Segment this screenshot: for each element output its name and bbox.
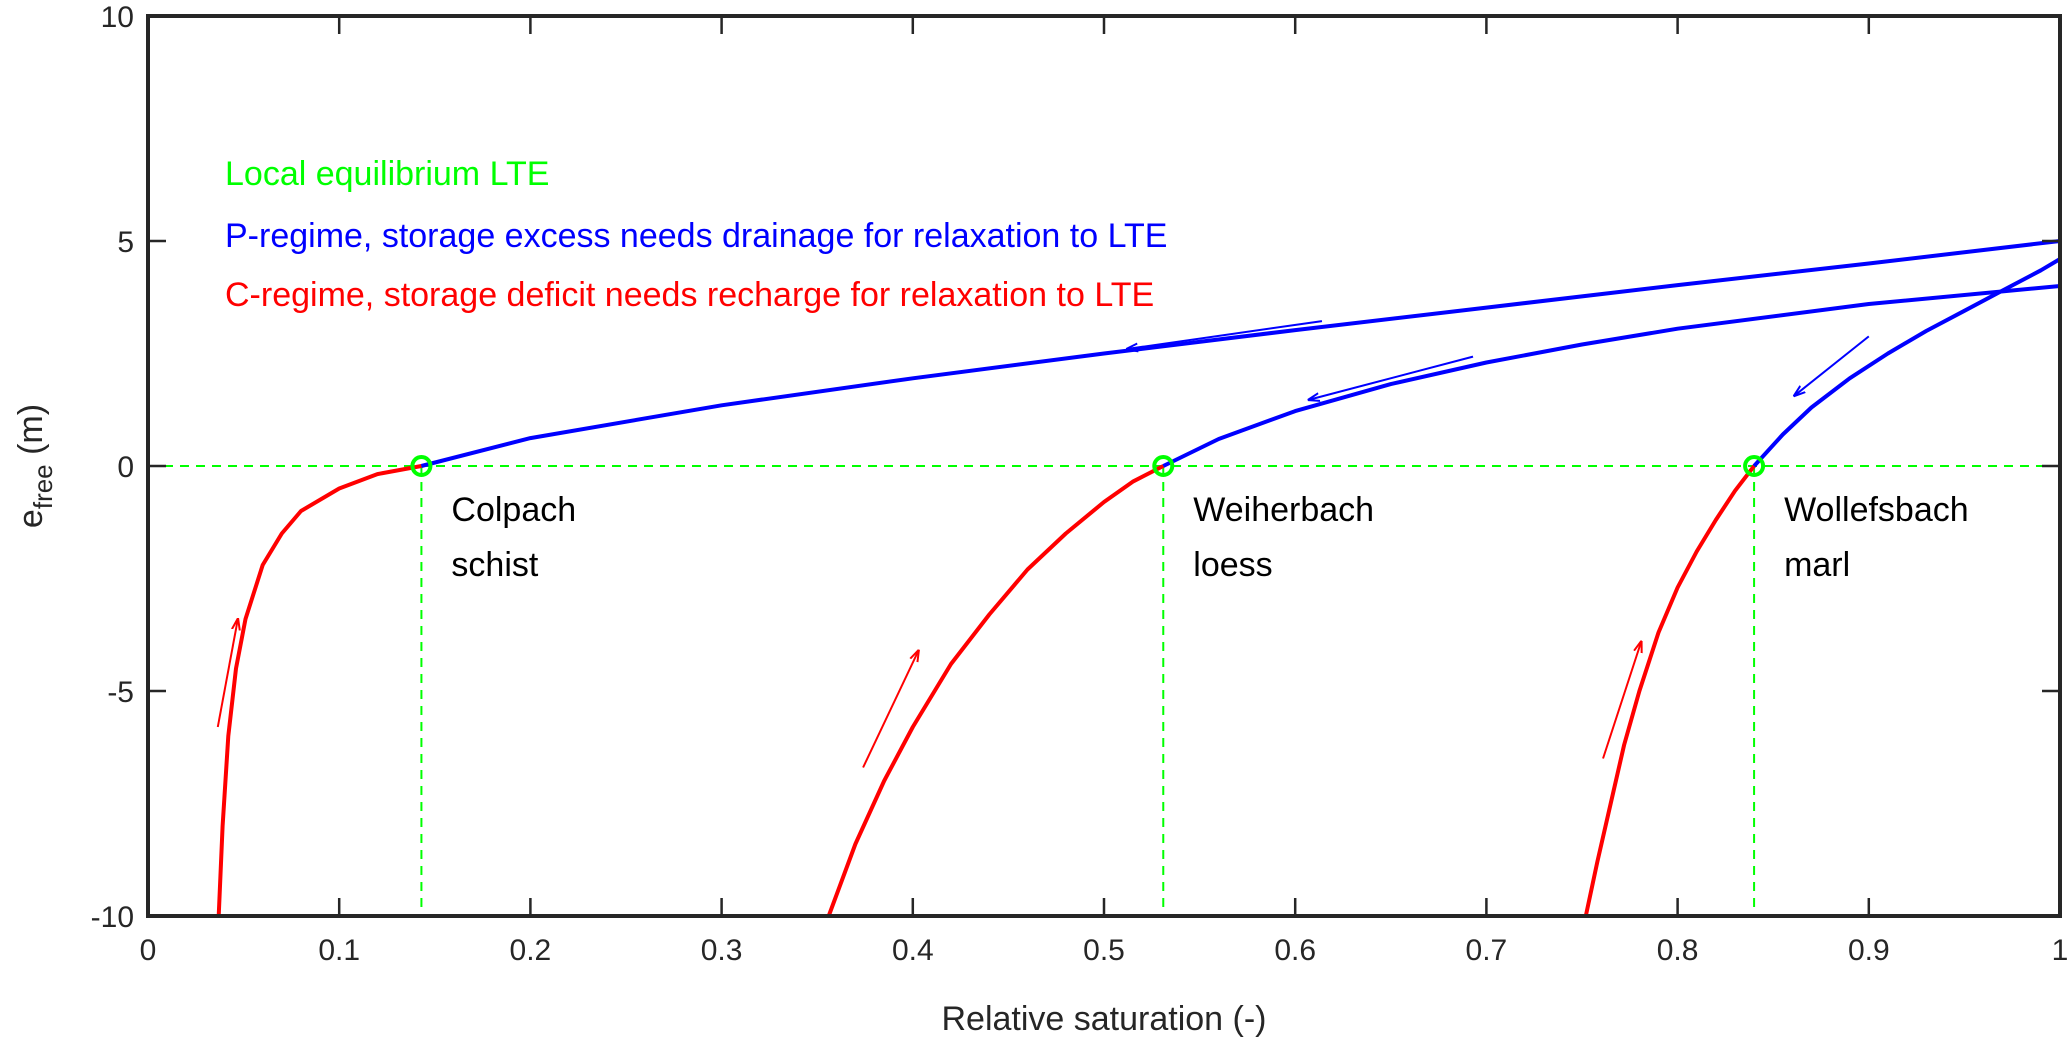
p-regime-curve-colpach (420, 239, 2061, 468)
c-regime-curve-weiherbach (826, 464, 1165, 917)
ticks: 0 0.1 0.2 0.3 0.4 0.5 0.6 0.7 0.8 0.9 1 -10 -5 0 5 10 (91, 1, 2067, 967)
x-tick-label: 0.8 (1657, 934, 1699, 967)
x-tick-label: 0.6 (1274, 934, 1316, 967)
site-name-weiherbach: Weiherbach (1193, 491, 1374, 529)
p-regime-arrow-weiherbach (1309, 355, 1474, 400)
c-regime-arrow-weiherbach (862, 651, 918, 768)
axes (146, 14, 2062, 918)
x-axis-label: Relative saturation (-) (941, 1000, 1266, 1038)
site-name-colpach: Colpach (451, 491, 576, 529)
site-labels: Colpach schist Weiherbach loess Wollefsb… (451, 491, 1968, 584)
lte-marker-wollefsbach (1743, 455, 1766, 477)
y-tick-label: -10 (91, 901, 134, 934)
y-tick-label: 5 (117, 226, 134, 259)
legend: Local equilibrium LTE P-regime, storage … (225, 155, 1167, 314)
site-soil-colpach: schist (451, 546, 538, 584)
site-name-wollefsbach: Wollefsbach (1784, 491, 1969, 529)
p-regime-arrow-colpach (1127, 320, 1323, 349)
x-tick-label: 0 (140, 934, 157, 967)
x-tick-label: 0.7 (1466, 934, 1508, 967)
legend-lte: Local equilibrium LTE (225, 155, 549, 193)
arrows (216, 320, 1870, 768)
c-regime-arrow-wollefsbach (1602, 642, 1641, 759)
lte-marker-weiherbach (1152, 455, 1175, 477)
x-tick-label: 0.1 (318, 934, 360, 967)
p-regime-arrow-wollefsbach (1794, 335, 1870, 395)
p-regime-curve-wollefsbach (1752, 257, 2062, 468)
legend-p-regime: P-regime, storage excess needs drainage … (225, 217, 1167, 255)
lte-markers (410, 455, 1766, 477)
plot-frame (146, 14, 2062, 918)
curves (216, 239, 2062, 917)
site-soil-wollefsbach: marl (1784, 546, 1850, 584)
y-axis-label: efree (m) (12, 404, 58, 528)
x-tick-label: 1 (2052, 934, 2067, 967)
x-tick-label: 0.5 (1083, 934, 1125, 967)
lte-marker-colpach (410, 455, 433, 477)
y-tick-label: -5 (107, 676, 134, 709)
c-regime-curve-colpach (216, 464, 422, 917)
x-tick-label: 0.4 (892, 934, 934, 967)
x-tick-label: 0.9 (1848, 934, 1890, 967)
site-soil-weiherbach: loess (1193, 546, 1272, 584)
lte-lines (148, 465, 2060, 916)
legend-c-regime: C-regime, storage deficit needs recharge… (225, 276, 1154, 314)
x-tick-label: 0.3 (701, 934, 743, 967)
x-tick-label: 0.2 (510, 934, 552, 967)
p-regime-curve-weiherbach (1162, 284, 2061, 468)
c-regime-curve-wollefsbach (1583, 464, 1756, 917)
y-tick-label: 10 (101, 1, 134, 34)
y-tick-label: 0 (117, 451, 134, 484)
c-regime-arrow-colpach (216, 619, 238, 728)
